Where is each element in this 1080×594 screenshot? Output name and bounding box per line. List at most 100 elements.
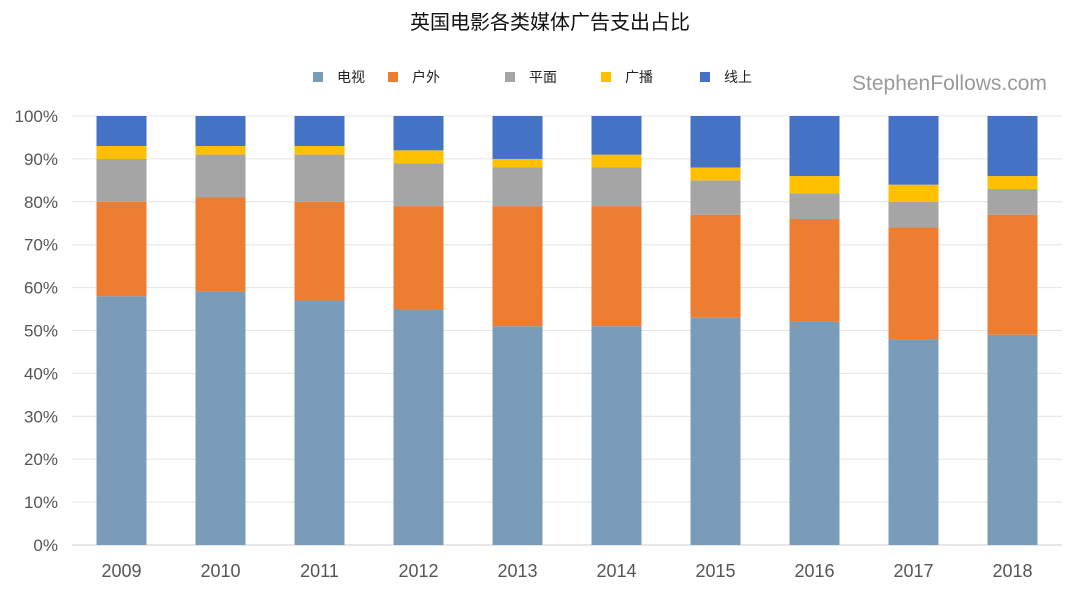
bar-group-2015 bbox=[690, 116, 741, 545]
bar-segment-outdoor-2011 bbox=[294, 201, 345, 301]
bar-group-2017 bbox=[888, 116, 939, 545]
bar-segment-outdoor-2009 bbox=[96, 201, 147, 297]
x-tick-label: 2010 bbox=[200, 561, 240, 581]
bar-segment-outdoor-2015 bbox=[690, 214, 741, 318]
bar-segment-print-2011 bbox=[294, 154, 345, 202]
bar-group-2012 bbox=[393, 116, 444, 545]
x-tick-label: 2012 bbox=[398, 561, 438, 581]
bar-segment-radio-2016 bbox=[789, 176, 840, 194]
legend-label-online: 线上 bbox=[724, 70, 752, 86]
legend-swatch-radio bbox=[601, 72, 611, 82]
y-tick-label: 10% bbox=[24, 493, 58, 512]
bar-segment-print-2018 bbox=[987, 188, 1038, 215]
legend-swatch-outdoor bbox=[388, 72, 398, 82]
bar-segment-online-2018 bbox=[987, 116, 1038, 177]
y-tick-label: 70% bbox=[24, 236, 58, 255]
legend-item-print: 平面 bbox=[505, 66, 557, 88]
x-tick-label: 2017 bbox=[893, 561, 933, 581]
watermark: StephenFollows.com bbox=[852, 72, 1047, 95]
bar-group-2018 bbox=[987, 116, 1038, 545]
bar-segment-tv-2012 bbox=[393, 309, 444, 545]
bar-segment-tv-2017 bbox=[888, 339, 939, 545]
x-axis: 2009 2010 2011 2012 2013 2014 2015 2016 2017 2018 bbox=[101, 561, 1032, 581]
bar-segment-tv-2018 bbox=[987, 334, 1038, 545]
y-tick-label: 100% bbox=[15, 107, 58, 126]
legend-item-outdoor: 户外 bbox=[388, 66, 440, 88]
bar-segment-online-2016 bbox=[789, 116, 840, 177]
bar-segment-outdoor-2016 bbox=[789, 218, 840, 322]
bar-segment-print-2013 bbox=[492, 167, 543, 207]
bar-segment-outdoor-2012 bbox=[393, 206, 444, 310]
bar-segment-print-2012 bbox=[393, 163, 444, 207]
bar-segment-outdoor-2014 bbox=[591, 206, 642, 327]
bar-segment-radio-2010 bbox=[195, 146, 246, 155]
legend-label-print: 平面 bbox=[529, 70, 557, 86]
x-tick-label: 2018 bbox=[992, 561, 1032, 581]
y-axis: 0% 10% 20% 30% 40% 50% 60% 70% 80% 90% 100% bbox=[15, 107, 58, 555]
chart-title: 英国电影各类媒体广告支出占比 bbox=[410, 10, 690, 34]
y-tick-label: 60% bbox=[24, 279, 58, 298]
y-tick-label: 0% bbox=[33, 536, 58, 555]
y-tick-label: 30% bbox=[24, 407, 58, 426]
x-tick-label: 2013 bbox=[497, 561, 537, 581]
bar-segment-print-2015 bbox=[690, 180, 741, 215]
bar-group-2014 bbox=[591, 116, 642, 545]
x-tick-label: 2014 bbox=[596, 561, 636, 581]
bar-segment-radio-2017 bbox=[888, 184, 939, 202]
legend-item-tv: 电视 bbox=[313, 66, 365, 88]
bar-segment-online-2013 bbox=[492, 116, 543, 159]
bar-segment-print-2014 bbox=[591, 167, 642, 207]
bar-segment-tv-2011 bbox=[294, 300, 345, 545]
bar-segment-online-2009 bbox=[96, 116, 147, 147]
bar-group-2016 bbox=[789, 116, 840, 545]
bar-segment-tv-2014 bbox=[591, 326, 642, 545]
bar-segment-radio-2015 bbox=[690, 167, 741, 181]
bar-segment-online-2012 bbox=[393, 116, 444, 151]
legend-label-tv: 电视 bbox=[337, 70, 365, 86]
legend-label-outdoor: 户外 bbox=[412, 70, 440, 86]
legend-swatch-online bbox=[700, 72, 710, 82]
bar-segment-print-2010 bbox=[195, 154, 246, 198]
bar-group-2010 bbox=[195, 116, 246, 545]
bar-segment-outdoor-2018 bbox=[987, 214, 1038, 335]
bar-segment-online-2011 bbox=[294, 116, 345, 147]
y-tick-label: 20% bbox=[24, 450, 58, 469]
bar-segment-tv-2009 bbox=[96, 296, 147, 545]
bar-segment-tv-2010 bbox=[195, 291, 246, 545]
bar-segment-radio-2012 bbox=[393, 150, 444, 164]
bar-segment-radio-2018 bbox=[987, 176, 1038, 189]
bar-segment-outdoor-2013 bbox=[492, 206, 543, 327]
legend-swatch-tv bbox=[313, 72, 323, 82]
legend-item-online: 线上 bbox=[700, 66, 752, 88]
x-tick-label: 2015 bbox=[695, 561, 735, 581]
legend-item-radio: 广播 bbox=[601, 66, 653, 88]
bar-group-2011 bbox=[294, 116, 345, 545]
bar-segment-online-2010 bbox=[195, 116, 246, 147]
x-tick-label: 2009 bbox=[101, 561, 141, 581]
bar-segment-online-2017 bbox=[888, 116, 939, 185]
bar-segment-tv-2015 bbox=[690, 317, 741, 545]
x-tick-label: 2016 bbox=[794, 561, 834, 581]
bar-group-2013 bbox=[492, 116, 543, 545]
bar-group-2009 bbox=[96, 116, 147, 545]
legend-swatch-print bbox=[505, 72, 515, 82]
y-tick-label: 40% bbox=[24, 364, 58, 383]
bar-segment-outdoor-2017 bbox=[888, 227, 939, 340]
bar-segment-tv-2016 bbox=[789, 321, 840, 545]
y-tick-label: 90% bbox=[24, 150, 58, 169]
bar-segment-online-2014 bbox=[591, 116, 642, 155]
bar-segment-radio-2014 bbox=[591, 154, 642, 168]
legend-label-radio: 广播 bbox=[625, 70, 653, 86]
bar-segment-radio-2011 bbox=[294, 146, 345, 155]
bar-segment-radio-2009 bbox=[96, 146, 147, 159]
bar-segment-print-2016 bbox=[789, 193, 840, 219]
y-tick-label: 50% bbox=[24, 322, 58, 341]
bar-segment-print-2009 bbox=[96, 158, 147, 202]
bar-segment-tv-2013 bbox=[492, 326, 543, 545]
x-tick-label: 2011 bbox=[300, 561, 339, 581]
bar-segment-radio-2013 bbox=[492, 158, 543, 168]
bar-segment-online-2015 bbox=[690, 116, 741, 168]
legend: 电视 户外 平面 广播 线上 bbox=[0, 66, 1080, 88]
bar-segment-outdoor-2010 bbox=[195, 197, 246, 292]
